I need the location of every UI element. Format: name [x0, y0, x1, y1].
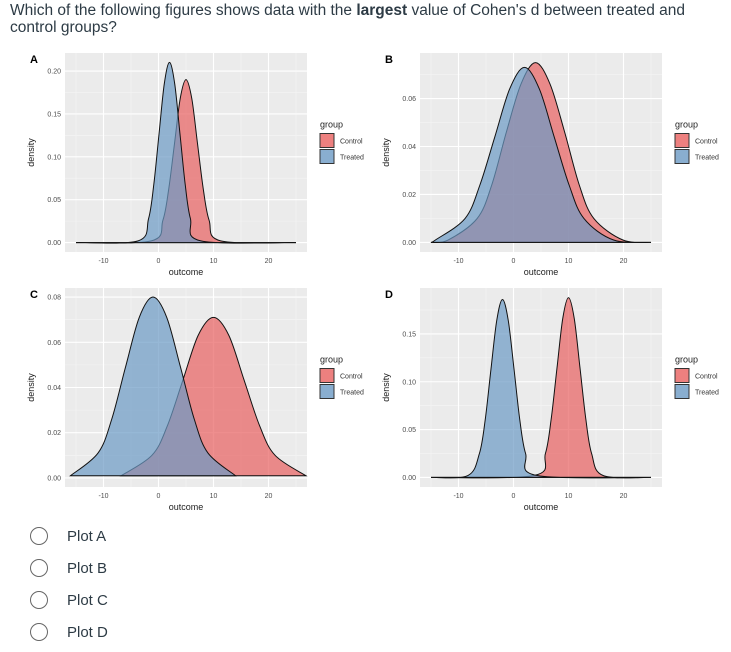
legend-title: group [675, 355, 698, 365]
legend-swatch-control [674, 368, 690, 383]
legend-title: group [675, 120, 698, 130]
legend-swatch-treated [674, 149, 690, 164]
legend-label: Treated [340, 390, 364, 397]
x-tick-label: 0 [157, 493, 161, 500]
legend-swatch-control [319, 133, 335, 148]
legend-swatch-treated [319, 384, 335, 399]
y-tick-label: 0.10 [402, 379, 416, 386]
question-text: Which of the following figures shows dat… [10, 2, 725, 36]
radio-button[interactable] [30, 527, 48, 545]
y-axis-label: density [381, 373, 391, 402]
y-tick-label: 0.08 [47, 295, 61, 302]
legend-swatch-control [674, 133, 690, 148]
legend-label: Treated [695, 390, 719, 397]
option-plot-d[interactable]: Plot D [30, 623, 108, 641]
option-plot-c[interactable]: Plot C [30, 591, 108, 609]
legend-label: Control [695, 139, 718, 146]
legend-swatch-treated [674, 384, 690, 399]
x-tick-label: -10 [98, 493, 108, 500]
x-axis-label: outcome [524, 267, 559, 277]
legend-label: Control [695, 374, 718, 381]
x-tick-label: -10 [98, 258, 108, 265]
y-tick-label: 0.10 [47, 154, 61, 161]
x-tick-label: 10 [565, 258, 573, 265]
legend-swatch-control [319, 368, 335, 383]
y-tick-label: 0.06 [402, 96, 416, 103]
option-plot-b[interactable]: Plot B [30, 559, 107, 577]
plot-a: -10 0 10 20 0.00 0.05 0.10 0.15 0.20 outcome densi… [18, 48, 368, 280]
panel-label: C [30, 289, 38, 301]
x-tick-label: 0 [512, 493, 516, 500]
y-tick-label: 0.04 [402, 144, 416, 151]
x-tick-label: 20 [265, 258, 273, 265]
y-tick-label: 0.06 [47, 340, 61, 347]
y-axis-label: density [26, 373, 36, 402]
legend-swatch-treated [319, 149, 335, 164]
x-tick-label: -10 [453, 258, 463, 265]
option-label: Plot B [67, 559, 108, 577]
legend-label: Treated [695, 155, 719, 162]
y-tick-label: 0.15 [47, 111, 61, 118]
panel-label: A [30, 54, 38, 66]
y-tick-label: 0.02 [402, 192, 416, 199]
option-label: Plot A [67, 527, 107, 545]
x-axis-label: outcome [169, 502, 204, 512]
density-curve-treated [430, 66, 652, 244]
panel-label: B [385, 54, 393, 66]
y-tick-label: 0.00 [47, 240, 61, 247]
legend-label: Control [340, 139, 363, 146]
x-tick-label: 10 [210, 258, 218, 265]
legend-title: group [320, 120, 343, 130]
y-tick-label: 0.00 [47, 475, 61, 482]
question-emphasis: largest [356, 2, 408, 19]
x-tick-label: 20 [265, 493, 273, 500]
option-label: Plot C [67, 591, 108, 609]
density-curve-treated [69, 296, 237, 477]
option-label: Plot D [67, 623, 108, 641]
plot-c: -10 0 10 20 0.00 0.02 0.04 0.06 0.08 outcome densi… [18, 283, 368, 515]
radio-button[interactable] [30, 623, 48, 641]
y-tick-label: 0.00 [402, 240, 416, 247]
y-axis-label: density [381, 138, 391, 167]
y-tick-label: 0.05 [47, 197, 61, 204]
y-tick-label: 0.00 [402, 475, 416, 482]
option-plot-a[interactable]: Plot A [30, 527, 106, 545]
density-curve-control [430, 297, 652, 479]
y-tick-label: 0.02 [47, 430, 61, 437]
legend-label: Treated [340, 155, 364, 162]
x-tick-label: 0 [512, 258, 516, 265]
x-tick-label: 0 [157, 258, 161, 265]
y-tick-label: 0.05 [402, 427, 416, 434]
y-tick-label: 0.04 [47, 385, 61, 392]
density-curve-treated [75, 61, 297, 244]
legend-label: Control [340, 374, 363, 381]
x-axis-label: outcome [524, 502, 559, 512]
panel-label: D [385, 289, 393, 301]
x-tick-label: 20 [620, 493, 628, 500]
y-tick-label: 0.20 [47, 69, 61, 76]
x-tick-label: -10 [453, 493, 463, 500]
x-axis-label: outcome [169, 267, 204, 277]
question-part: Which of the following figures shows dat… [10, 2, 357, 19]
legend-title: group [320, 355, 343, 365]
density-curve-treated [430, 298, 652, 479]
x-tick-label: 20 [620, 258, 628, 265]
y-tick-label: 0.15 [402, 331, 416, 338]
x-tick-label: 10 [210, 493, 218, 500]
x-tick-label: 10 [565, 493, 573, 500]
radio-button[interactable] [30, 591, 48, 609]
question-part: value of Cohen's d between treated and c… [10, 2, 686, 36]
y-axis-label: density [26, 138, 36, 167]
radio-button[interactable] [30, 559, 48, 577]
